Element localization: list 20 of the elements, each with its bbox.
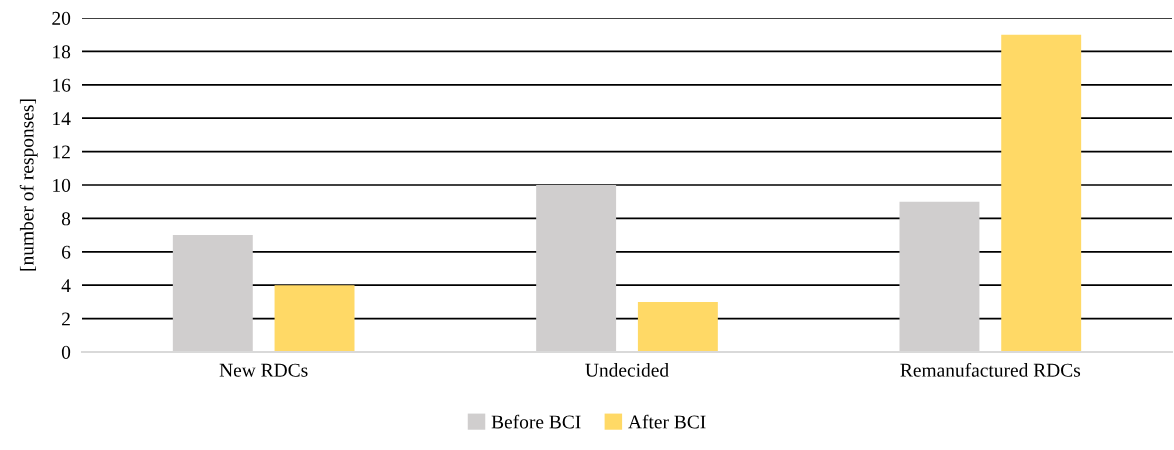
y-tick-label: 2 [62,312,70,326]
y-tick-label: 4 [61,279,71,292]
y-tick-label: 8 [61,212,71,226]
bar [1001,34,1082,352]
bar [274,285,355,352]
y-tick-label: 18 [53,45,71,59]
y-tick-label: 20 [52,11,71,25]
y-tick-label: 6 [62,245,71,259]
bar [637,301,718,352]
y-tick-label: 12 [53,145,70,159]
x-tick-label: New RDCs [219,363,308,377]
legend-label: Before BCI [491,414,581,429]
legend-label: After BCI [628,414,706,429]
x-tick-label: Remanufactured RDCs [900,362,1081,377]
y-tick-label: 10 [53,178,71,192]
y-tick-label: 16 [53,78,71,92]
y-tick-label: 0 [61,345,71,359]
y-axis-title: [number of responses] [19,99,38,271]
y-tick-label: 14 [53,112,71,125]
x-tick-label: Undecided [585,363,669,377]
